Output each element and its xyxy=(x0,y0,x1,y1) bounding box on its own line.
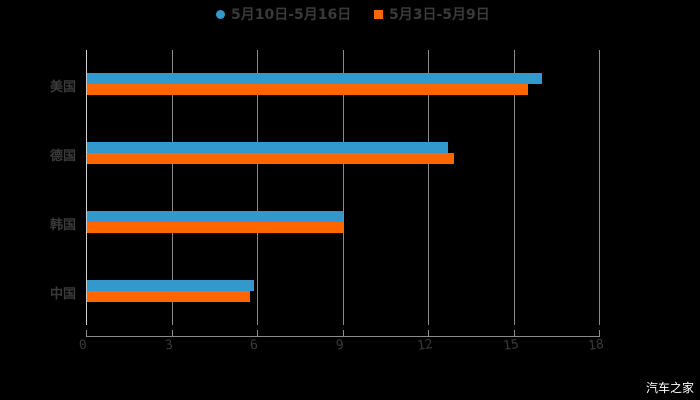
legend-label: 5月10日-5月16日 xyxy=(231,7,352,23)
x-axis xyxy=(86,336,600,337)
category-label: 德国 xyxy=(50,149,77,164)
gridline xyxy=(428,50,429,325)
bar[interactable] xyxy=(87,211,343,222)
bar[interactable] xyxy=(87,280,254,291)
category-label: 中国 xyxy=(50,287,77,302)
bar[interactable] xyxy=(87,84,528,95)
y-axis xyxy=(86,50,87,325)
gridline xyxy=(343,50,344,325)
gridline xyxy=(257,50,258,325)
category-label: 美国 xyxy=(50,80,77,95)
x-tick xyxy=(343,330,344,336)
bar[interactable] xyxy=(87,222,343,233)
x-tick-label: 3 xyxy=(164,337,174,354)
chart-legend: 5月10日-5月16日 5月3日-5月9日 xyxy=(0,4,700,24)
bar[interactable] xyxy=(87,291,250,302)
category-label: 韩国 xyxy=(50,218,77,233)
gridline xyxy=(172,50,173,325)
legend-item-series-2[interactable]: 5月3日-5月9日 xyxy=(374,4,490,24)
x-tick xyxy=(599,330,600,336)
gridline xyxy=(599,50,600,325)
bar[interactable] xyxy=(87,153,454,164)
x-tick-label: 6 xyxy=(249,337,259,354)
legend-square-icon xyxy=(374,9,383,19)
x-tick-label: 0 xyxy=(78,337,88,354)
gridline xyxy=(514,50,515,325)
bar[interactable] xyxy=(87,73,542,84)
x-tick-label: 9 xyxy=(335,337,345,354)
x-tick xyxy=(428,330,429,336)
x-tick xyxy=(86,330,87,336)
watermark: 汽车之家 xyxy=(645,381,694,395)
x-tick-label: 12 xyxy=(416,336,434,355)
bar[interactable] xyxy=(87,142,448,153)
legend-item-series-1[interactable]: 5月10日-5月16日 xyxy=(216,4,351,24)
x-tick xyxy=(257,330,258,336)
x-tick xyxy=(514,330,515,336)
x-tick-label: 15 xyxy=(502,336,520,355)
legend-circle-icon xyxy=(216,9,225,19)
x-tick-label: 18 xyxy=(587,336,605,355)
legend-label: 5月3日-5月9日 xyxy=(389,7,490,23)
x-tick xyxy=(172,330,173,336)
